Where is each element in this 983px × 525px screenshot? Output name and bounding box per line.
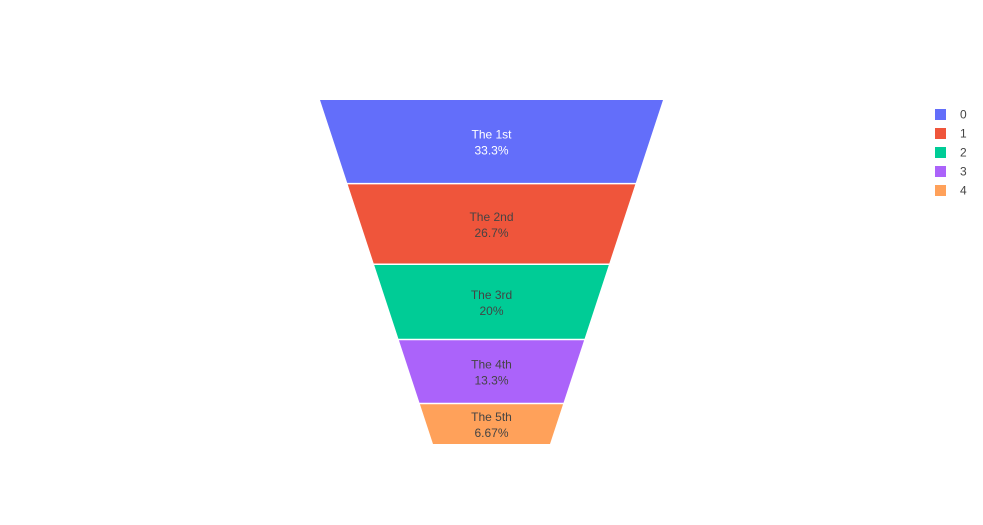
segment-percent: 13.3%	[474, 373, 508, 387]
legend-label[interactable]: 2	[960, 146, 967, 160]
segment-percent: 6.67%	[474, 426, 508, 440]
segment-label: The 5th	[471, 410, 512, 424]
funnel-segment-4[interactable]	[398, 340, 585, 403]
segment-percent: 26.7%	[474, 226, 508, 240]
legend-swatch[interactable]	[935, 128, 946, 139]
segment-label: The 3rd	[471, 288, 512, 302]
legend: 0 1 2 3 4	[935, 108, 967, 198]
legend-label[interactable]: 0	[960, 108, 967, 122]
legend-swatch[interactable]	[935, 185, 946, 196]
legend-label[interactable]: 1	[960, 127, 967, 141]
legend-swatch[interactable]	[935, 166, 946, 177]
legend-swatch[interactable]	[935, 109, 946, 120]
funnel-segment-1[interactable]	[320, 100, 663, 183]
funnel-segment-2[interactable]	[347, 184, 636, 264]
segment-label: The 1st	[471, 127, 512, 141]
segment-percent: 33.3%	[474, 143, 508, 157]
segment-label: The 4th	[471, 357, 512, 371]
funnel-labels: The 1st 33.3% The 2nd 26.7% The 3rd 20% The 4t…	[469, 127, 513, 440]
funnel-segment-3[interactable]	[374, 264, 609, 339]
funnel-segments	[320, 100, 663, 444]
segment-percent: 20%	[479, 304, 503, 318]
legend-label[interactable]: 4	[960, 184, 967, 198]
legend-swatch[interactable]	[935, 147, 946, 158]
legend-label[interactable]: 3	[960, 165, 967, 179]
funnel-segment-5[interactable]	[419, 404, 564, 444]
segment-label: The 2nd	[469, 210, 513, 224]
